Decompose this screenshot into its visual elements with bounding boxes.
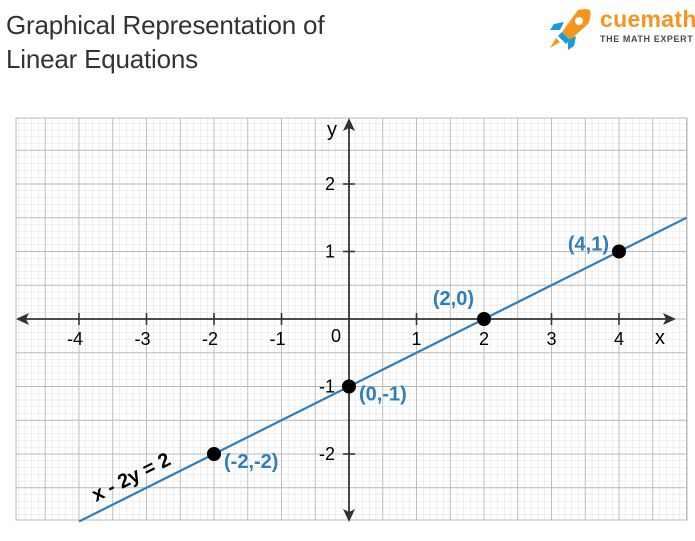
title-line-1: Graphical Representation of <box>6 10 325 40</box>
y-tick-label: -2 <box>319 444 335 464</box>
data-points: (-2,-2) (0,-1) (2,0) (4,1) <box>207 234 626 473</box>
x-axis-left-arrow <box>16 313 29 325</box>
data-point <box>477 312 491 326</box>
y-tick-label: 2 <box>325 174 335 194</box>
x-tick-label: 1 <box>411 329 421 349</box>
x-tick-label: 2 <box>479 329 489 349</box>
rocket-icon <box>550 9 591 50</box>
x-axis-label: x <box>655 327 665 349</box>
y-axis-bottom-arrow <box>343 509 355 522</box>
data-point <box>342 379 356 394</box>
cuemath-logo: cuemath THE MATH EXPERT <box>540 4 695 50</box>
origin-label: 0 <box>331 326 341 346</box>
point-label: (4,1) <box>568 234 609 256</box>
page-title: Graphical Representation of Linear Equat… <box>6 8 325 76</box>
x-tick-label: -2 <box>202 329 218 349</box>
title-line-2: Linear Equations <box>6 44 198 74</box>
data-point <box>207 447 221 461</box>
x-tick-label: 3 <box>546 329 556 349</box>
axis-ticks: -4 -3 -2 -1 1 2 3 4 2 1 -1 -2 <box>67 174 624 464</box>
point-label: (2,0) <box>433 288 474 310</box>
point-label: (0,-1) <box>359 384 407 406</box>
x-tick-label: -3 <box>134 329 150 349</box>
y-tick-label: -1 <box>319 377 335 397</box>
y-axis-label: y <box>327 119 337 141</box>
equation-line <box>78 216 687 523</box>
logo-tagline: THE MATH EXPERT <box>600 34 694 44</box>
logo-wordmark: cuemath <box>600 6 695 32</box>
y-tick-label: 1 <box>325 242 335 262</box>
point-label: (-2,-2) <box>224 451 278 473</box>
x-tick-label: -4 <box>67 329 83 349</box>
y-axis-top-arrow <box>343 118 355 131</box>
data-point <box>612 244 626 259</box>
axes <box>16 118 676 522</box>
equation-label: x - 2y = 2 <box>88 449 174 507</box>
x-tick-label: -1 <box>269 329 285 349</box>
x-axis-right-arrow <box>663 313 676 325</box>
x-tick-label: 4 <box>614 329 624 349</box>
